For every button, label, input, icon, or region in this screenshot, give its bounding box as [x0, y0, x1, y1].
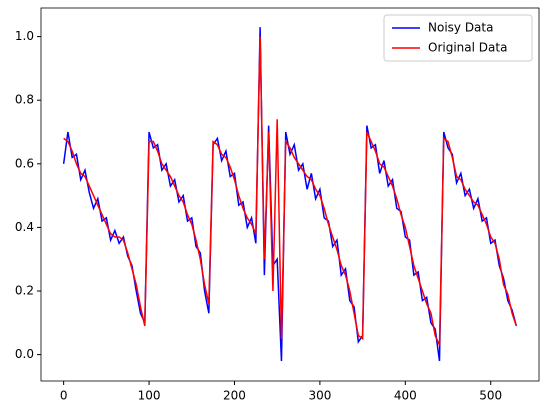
series-line [62, 27, 518, 362]
series-line [63, 36, 518, 346]
x-tick-label: 400 [394, 389, 417, 403]
legend-label: Noisy Data [428, 21, 493, 35]
y-tick-label: 0.4 [15, 220, 34, 234]
y-tick-label: 0.8 [15, 93, 34, 107]
y-tick-label: 1.0 [15, 29, 34, 43]
x-tick-label: 200 [223, 389, 246, 403]
x-tick-label: 500 [479, 389, 502, 403]
y-tick-label: 0.6 [15, 156, 34, 170]
y-tick-label: 0.2 [15, 284, 34, 298]
legend-label: Original Data [428, 41, 507, 55]
x-tick-label: 100 [138, 389, 161, 403]
x-tick-label: 300 [308, 389, 331, 403]
legend-box [383, 14, 533, 62]
x-tick-label: 0 [60, 389, 68, 403]
plot-frame [40, 7, 540, 382]
y-tick-label: 0.0 [15, 347, 34, 361]
